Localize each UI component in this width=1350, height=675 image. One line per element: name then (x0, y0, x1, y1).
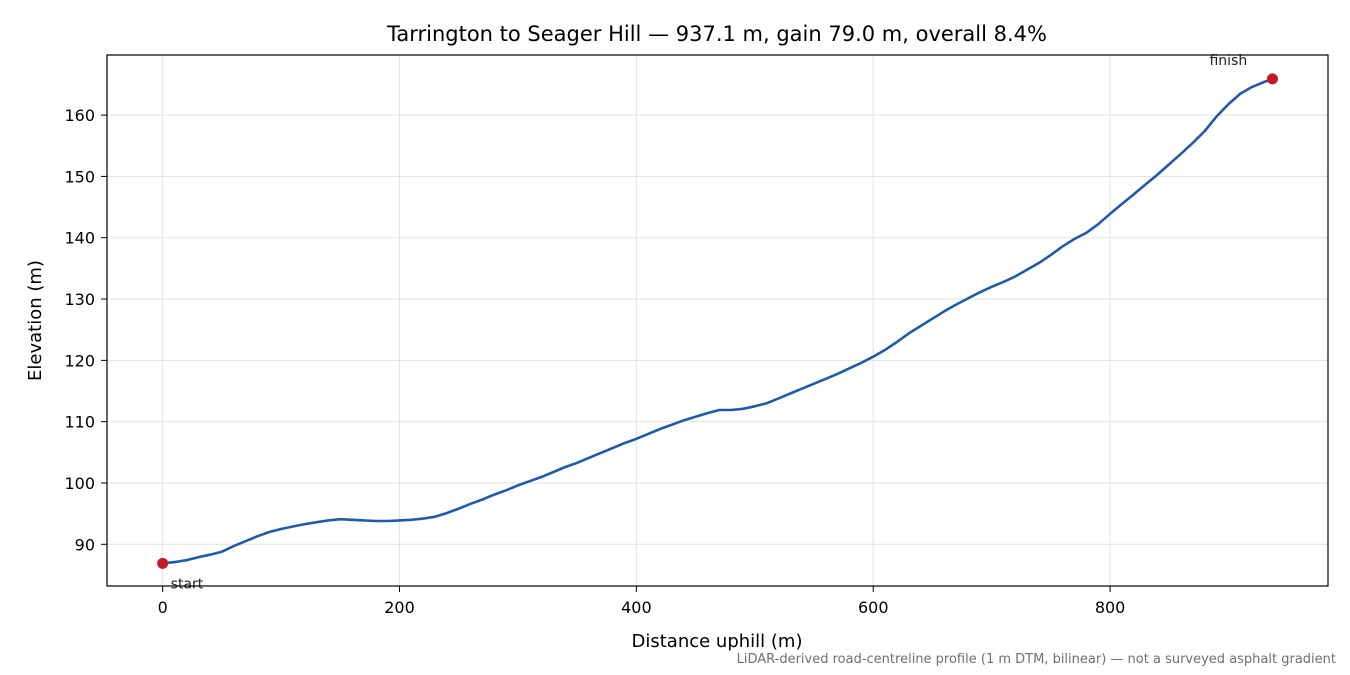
chart-title: Tarrington to Seager Hill — 937.1 m, gai… (386, 22, 1047, 46)
y-tick-label: 130 (64, 290, 95, 309)
endpoint-markers: start finish (157, 53, 1278, 592)
x-axis-label: Distance uphill (m) (632, 631, 803, 652)
start-marker (157, 557, 169, 569)
x-tick-label: 400 (621, 598, 652, 617)
x-tick-label: 800 (1095, 598, 1126, 617)
data-source-footnote: LiDAR-derived road-centreline profile (1… (736, 652, 1336, 667)
y-tick-label: 120 (64, 351, 95, 370)
y-axis-label: Elevation (m) (25, 260, 46, 381)
y-tick-label: 150 (64, 167, 95, 186)
y-tick-label: 100 (64, 474, 95, 493)
y-tick-label: 160 (64, 106, 95, 125)
y-tick-label: 110 (64, 413, 95, 432)
x-tick-label: 200 (384, 598, 415, 617)
y-tick-label: 90 (75, 535, 95, 554)
grid-lines (107, 55, 1328, 586)
start-label: start (171, 576, 204, 592)
finish-label: finish (1209, 53, 1247, 69)
x-tick-label: 0 (158, 598, 168, 617)
finish-marker (1266, 73, 1278, 85)
elevation-line (161, 77, 1274, 565)
y-tick-label: 140 (64, 229, 95, 248)
plot-frame (106, 54, 1329, 587)
axis-ticks: 0 200 400 600 800 90 100 110 120 130 140 150 160 (64, 106, 1125, 617)
x-tick-label: 600 (858, 598, 889, 617)
